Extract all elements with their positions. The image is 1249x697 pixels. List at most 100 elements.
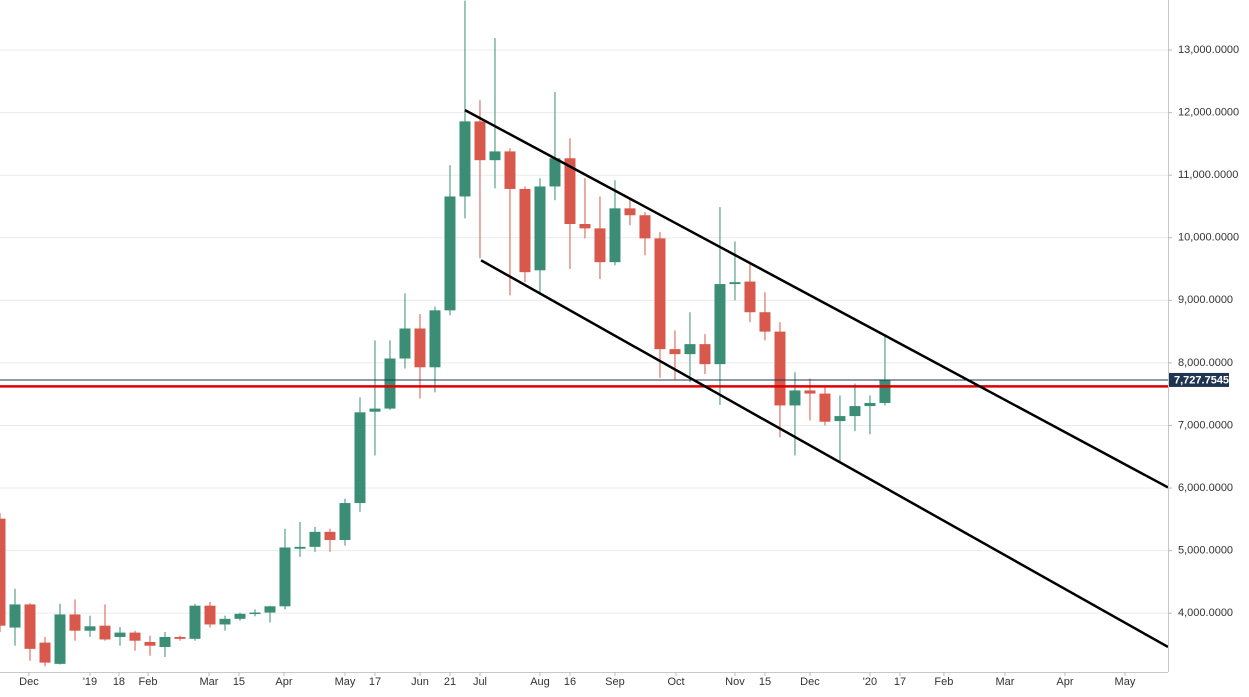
candle-body: [879, 379, 891, 403]
candle-body: [54, 614, 66, 664]
x-tick-label: 15: [233, 676, 245, 688]
candle-body: [459, 121, 471, 197]
x-tick-label: Dec: [800, 676, 820, 688]
plot-area: [0, 0, 1168, 667]
candle-body: [714, 284, 726, 365]
candle-body: [444, 196, 456, 311]
candle-body: [654, 238, 666, 350]
candle-body: [39, 642, 51, 663]
candle-body: [174, 636, 186, 639]
candle-body: [0, 518, 6, 626]
candle-body: [84, 626, 96, 631]
x-tick-label: Apr: [275, 676, 292, 688]
x-tick-label: Mar: [995, 676, 1014, 688]
x-tick-label: Dec: [19, 676, 39, 688]
y-tick-label: 5,000.0000: [1178, 545, 1233, 557]
x-tick-label: Jun: [411, 676, 429, 688]
y-tick-label: 8,000.0000: [1178, 357, 1233, 369]
candle-body: [549, 158, 561, 187]
candle-body: [864, 402, 876, 407]
x-tick-label: Feb: [934, 676, 953, 688]
axes: 4,000.0000 5,000.0000 6,000.0000 7,000.0000…: [19, 44, 1239, 688]
x-tick-label: 18: [113, 676, 125, 688]
candle-body: [384, 358, 396, 409]
candle-body: [309, 531, 321, 547]
trend-line: [480, 259, 1168, 649]
candle-body: [624, 208, 636, 216]
y-tick-label: 9,000.0000: [1178, 294, 1233, 306]
candle-body: [519, 188, 531, 273]
y-tick-label: 4,000.0000: [1178, 607, 1233, 619]
x-tick-label: Mar: [199, 676, 218, 688]
x-tick-label: 21: [444, 676, 456, 688]
candle-body: [294, 546, 306, 549]
candle-body: [144, 641, 156, 646]
y-tick-label: 10,000.0000: [1178, 232, 1239, 244]
grid: [0, 49, 1168, 614]
x-tick-label: Aug: [530, 676, 550, 688]
candle-body: [264, 606, 276, 613]
x-tick-label: Feb: [139, 676, 158, 688]
candle-body: [489, 151, 501, 161]
price-label-box: [1169, 372, 1229, 387]
x-tick-label: 17: [894, 676, 906, 688]
y-tick-label: 12,000.0000: [1178, 107, 1239, 119]
x-tick-label: 15: [759, 676, 771, 688]
candle-body: [99, 625, 111, 640]
x-tick-label: Oct: [667, 676, 684, 688]
y-tick-label: 7,000.0000: [1178, 419, 1233, 431]
x-tick-label: Jul: [473, 676, 487, 688]
candle-body: [744, 281, 756, 313]
x-tick-label: 16: [564, 676, 576, 688]
x-tick-label: '20: [863, 676, 877, 688]
candle-body: [249, 612, 261, 615]
candle-body: [474, 121, 486, 161]
x-tick-label: May: [1115, 676, 1136, 688]
candle-body: [69, 614, 81, 631]
x-tick-label: '19: [83, 676, 97, 688]
candle-body: [849, 406, 861, 417]
candle-body: [729, 282, 741, 285]
candle-body: [234, 613, 246, 619]
trend-line: [464, 109, 1168, 489]
x-tick-label: Apr: [1056, 676, 1073, 688]
candle-body: [354, 412, 366, 504]
candle-body: [219, 618, 231, 625]
candle-body: [414, 328, 426, 368]
y-tick-label: 6,000.0000: [1178, 482, 1233, 494]
candle-body: [819, 393, 831, 422]
y-tick-label: 13,000.0000: [1178, 44, 1239, 56]
candle-body: [759, 312, 771, 332]
x-tick-label: Sep: [605, 676, 625, 688]
candle-body: [834, 416, 846, 422]
x-tick-label: May: [335, 676, 356, 688]
candle-body: [579, 224, 591, 229]
price-label: 7,727.7545: [1174, 374, 1229, 386]
candle-body: [9, 604, 21, 628]
candle-body: [399, 328, 411, 359]
candle-body: [609, 208, 621, 263]
candle-body: [279, 547, 291, 607]
candle-body: [429, 310, 441, 368]
candle-body: [204, 605, 216, 625]
x-tick-label: Nov: [725, 676, 745, 688]
candle-body: [669, 349, 681, 355]
candle-body: [324, 531, 336, 540]
candle-body: [639, 215, 651, 239]
candle-body: [159, 636, 171, 647]
candle-body: [504, 151, 516, 189]
candle-body: [24, 604, 36, 649]
candle-body: [564, 158, 576, 224]
y-tick-label: 11,000.0000: [1178, 169, 1238, 181]
candle-body: [114, 632, 126, 637]
candle-body: [804, 390, 816, 394]
candle-body: [369, 408, 381, 412]
candle-body: [699, 344, 711, 365]
x-tick-label: 17: [369, 676, 381, 688]
candle-body: [189, 605, 201, 639]
candle-body: [774, 331, 786, 406]
candle-body: [594, 228, 606, 263]
candle-body: [789, 390, 801, 406]
